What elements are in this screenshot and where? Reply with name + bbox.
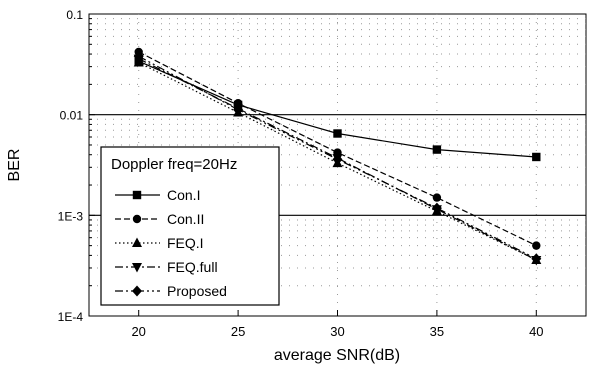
data-point [233, 104, 244, 116]
legend-marker [132, 237, 142, 247]
legend-title: Doppler freq=20Hz [111, 156, 237, 173]
data-point [531, 253, 542, 265]
legend-label: Con.II [167, 211, 204, 227]
legend-label: FEQ.full [167, 259, 218, 275]
legend-label: Proposed [167, 283, 227, 299]
data-point [432, 145, 442, 154]
series-layer [133, 47, 542, 266]
y-tick-label: 0.01 [60, 109, 84, 123]
x-tick-label: 30 [330, 324, 344, 339]
x-tick-label: 20 [131, 324, 145, 339]
legend-item: Con.I [115, 187, 200, 203]
x-tick-label: 40 [529, 324, 543, 339]
data-point [532, 152, 541, 162]
y-axis-label: BER [6, 149, 23, 182]
legend-marker [132, 190, 142, 200]
series-line [138, 55, 537, 260]
legend-label: FEQ.I [167, 235, 204, 251]
x-tick-label: 25 [231, 324, 245, 339]
legend-marker [132, 285, 142, 297]
series-line [138, 51, 537, 247]
axis-layer: 0.1 0.01 1E-3 1E-4 20 25 30 35 40 [58, 8, 544, 339]
legend-label: Con.I [167, 187, 200, 203]
y-tick-label: 0.1 [66, 8, 83, 22]
legend-marker [132, 214, 142, 224]
legend-item: FEQ.full [115, 259, 218, 275]
y-tick-label: 1E-3 [58, 209, 84, 223]
legend-marker [132, 263, 142, 273]
data-point [432, 193, 442, 202]
legend-box [100, 146, 280, 306]
legend-item: Proposed [115, 283, 227, 299]
data-point [133, 50, 144, 62]
legend: Doppler freq=20Hz Con.I Con.II FEQ.I FEQ.fu… [100, 146, 280, 306]
x-tick-label: 35 [430, 324, 444, 339]
legend-items: Con.I Con.II FEQ.I FEQ.full Proposed [115, 187, 227, 299]
series-proposed [133, 50, 542, 265]
legend-item: FEQ.I [115, 235, 204, 251]
legend-item: Con.II [115, 211, 204, 227]
data-point [431, 202, 442, 214]
data-point [332, 153, 343, 165]
data-point [532, 241, 541, 250]
x-axis-label: average SNR(dB) [274, 347, 400, 364]
series-line [138, 58, 537, 261]
y-tick-label: 1E-4 [58, 310, 84, 324]
data-point [333, 129, 342, 138]
